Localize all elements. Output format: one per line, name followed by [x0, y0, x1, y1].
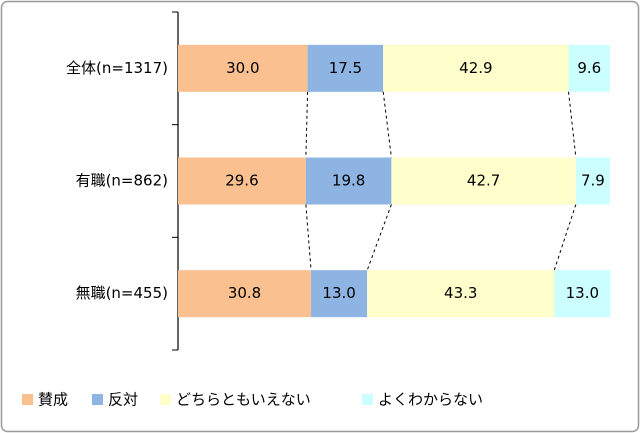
value-label: 43.3	[444, 284, 477, 302]
value-label: 13.0	[566, 284, 599, 302]
bar-segment	[575, 157, 610, 205]
bar-segment	[307, 44, 384, 92]
value-label: 42.9	[459, 59, 492, 77]
legend-label: どちらともいえない	[176, 391, 311, 409]
value-label: 42.7	[467, 172, 500, 190]
legend-swatch	[92, 394, 103, 405]
bar-segment	[383, 44, 569, 92]
value-label: 17.5	[329, 59, 362, 77]
bar-segment	[178, 157, 306, 205]
bar-segment	[391, 157, 576, 205]
bar-segment	[568, 44, 610, 92]
connector-line	[305, 204, 312, 271]
legend-label: 反対	[108, 391, 138, 409]
category-label: 全体(n=1317)	[66, 59, 168, 77]
legend-swatch	[22, 394, 33, 405]
category-label: 有職(n=862)	[76, 172, 168, 190]
value-label: 7.9	[581, 172, 605, 190]
value-label: 29.6	[225, 172, 258, 190]
legend-label: 賛成	[38, 391, 68, 409]
bar-segment	[311, 270, 368, 318]
category-label: 無職(n=455)	[76, 284, 168, 302]
bar-segment	[305, 157, 392, 205]
value-label: 9.6	[577, 59, 601, 77]
value-label: 13.0	[322, 284, 355, 302]
connector-line	[568, 91, 577, 158]
bar-segment	[554, 270, 611, 318]
bar-segment	[367, 270, 555, 318]
legend-swatch	[160, 394, 171, 405]
legend-swatch	[362, 394, 373, 405]
connector-line	[382, 91, 392, 158]
bar-segment	[178, 270, 312, 318]
value-label: 30.0	[226, 59, 259, 77]
value-label: 19.8	[332, 172, 365, 190]
bar-segment	[178, 44, 308, 92]
legend-label: よくわからない	[378, 391, 483, 409]
value-label: 30.8	[228, 284, 261, 302]
connector-line	[305, 91, 309, 158]
